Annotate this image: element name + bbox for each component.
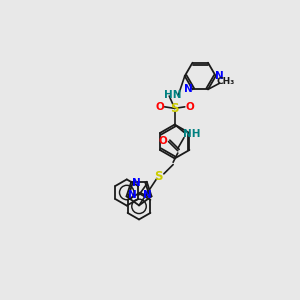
Text: O: O	[185, 102, 194, 112]
Text: N: N	[142, 190, 151, 200]
Text: CH₃: CH₃	[217, 77, 235, 86]
Text: S: S	[170, 102, 179, 115]
Text: HN: HN	[164, 89, 181, 100]
Text: S: S	[154, 170, 163, 183]
Text: O: O	[159, 136, 167, 146]
Text: N: N	[184, 84, 193, 94]
Text: N: N	[132, 178, 141, 188]
Text: N: N	[215, 71, 224, 81]
Text: NH: NH	[183, 129, 200, 139]
Text: O: O	[156, 102, 164, 112]
Text: N: N	[128, 190, 136, 200]
